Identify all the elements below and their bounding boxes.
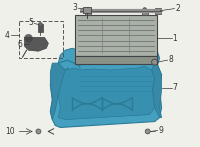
Text: 9: 9 bbox=[159, 126, 163, 135]
Text: 7: 7 bbox=[172, 83, 177, 92]
Text: 8: 8 bbox=[169, 55, 173, 64]
Circle shape bbox=[145, 129, 150, 134]
Text: 6: 6 bbox=[18, 40, 23, 49]
Text: 10: 10 bbox=[5, 127, 15, 136]
Circle shape bbox=[38, 22, 42, 26]
Bar bbox=[85, 10, 91, 15]
Circle shape bbox=[36, 129, 41, 134]
Bar bbox=[19, 20, 63, 58]
Polygon shape bbox=[58, 66, 155, 120]
Polygon shape bbox=[25, 37, 48, 51]
Circle shape bbox=[86, 8, 90, 12]
Bar bbox=[75, 15, 157, 56]
Circle shape bbox=[25, 34, 32, 42]
Bar bbox=[142, 10, 148, 15]
Polygon shape bbox=[152, 63, 162, 118]
Text: 1: 1 bbox=[172, 34, 177, 43]
Polygon shape bbox=[142, 50, 160, 65]
Bar bbox=[38, 24, 43, 32]
Polygon shape bbox=[50, 63, 65, 120]
Polygon shape bbox=[58, 48, 80, 65]
Text: 3: 3 bbox=[72, 3, 77, 12]
Text: 2: 2 bbox=[175, 4, 180, 13]
Circle shape bbox=[152, 59, 158, 65]
Text: 4: 4 bbox=[5, 31, 10, 40]
Circle shape bbox=[143, 8, 147, 12]
Polygon shape bbox=[50, 56, 162, 127]
Bar bbox=[155, 8, 161, 14]
Bar bbox=[75, 56, 157, 64]
Bar bbox=[83, 7, 91, 13]
Text: 5: 5 bbox=[29, 18, 33, 27]
